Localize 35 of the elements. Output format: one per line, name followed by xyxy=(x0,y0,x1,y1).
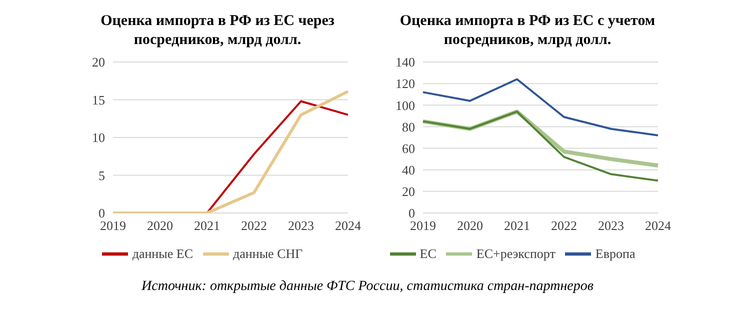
x-tick-label: 2020 xyxy=(146,218,172,234)
line-series xyxy=(422,78,658,136)
y-tick-label: 5 xyxy=(98,168,104,183)
x-tick-label: 2019 xyxy=(410,218,436,234)
x-tick-label: 2021 xyxy=(194,218,220,234)
legend-label: Европа xyxy=(595,246,636,261)
chart-title: Оценка импорта в РФ из ЕС через посредников, млрд долл. xyxy=(100,12,336,50)
y-tick-label: 0 xyxy=(98,206,104,221)
x-tick-label: 2023 xyxy=(288,218,314,234)
legend-label: ЕС+реэкспорт xyxy=(476,246,556,261)
x-tick-label: 2022 xyxy=(240,218,266,234)
x-tick-label: 2024 xyxy=(644,218,671,234)
y-tick-label: 60 xyxy=(402,140,414,156)
y-tick-label: 0 xyxy=(408,206,414,221)
legend-label: данные ЕС xyxy=(132,246,194,261)
y-tick-label: 80 xyxy=(402,119,414,134)
y-tick-label: 140 xyxy=(395,54,414,70)
line-series xyxy=(422,110,658,182)
legend-label: данные СНГ xyxy=(233,246,303,261)
x-tick-label: 2019 xyxy=(100,218,126,234)
chart-title: Оценка импорта в РФ из ЕС с учетом посредников, млрд долл. xyxy=(398,12,656,50)
x-tick-label: 2023 xyxy=(598,218,624,234)
y-tick-label: 20 xyxy=(92,54,104,70)
x-tick-label: 2022 xyxy=(550,218,576,234)
y-tick-label: 100 xyxy=(395,98,414,113)
y-tick-label: 10 xyxy=(92,130,104,146)
text: Источник: открытые данные ФТС России, статистика стран-партнеров xyxy=(140,279,594,295)
x-tick-label: 2021 xyxy=(504,218,530,234)
y-tick-label: 20 xyxy=(402,184,414,200)
x-tick-label: 2020 xyxy=(456,218,482,234)
x-tick-label: 2024 xyxy=(334,218,361,234)
legend-label: ЕС xyxy=(420,246,436,261)
y-tick-label: 15 xyxy=(92,92,104,108)
y-tick-label: 120 xyxy=(395,76,414,92)
y-tick-label: 40 xyxy=(402,162,414,178)
